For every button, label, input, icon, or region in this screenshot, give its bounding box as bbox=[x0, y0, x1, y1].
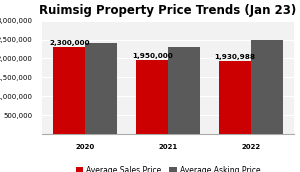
Bar bbox=[53, 47, 85, 134]
Legend: Average Sales Price, Average Asking Price: Average Sales Price, Average Asking Pric… bbox=[73, 163, 263, 172]
Bar bbox=[220, 61, 251, 134]
Bar bbox=[168, 47, 200, 134]
Bar bbox=[136, 60, 168, 134]
Title: Ruimsig Property Price Trends (Jan 23): Ruimsig Property Price Trends (Jan 23) bbox=[39, 4, 297, 17]
Text: 1,950,000: 1,950,000 bbox=[132, 53, 172, 59]
Text: 1,930,988: 1,930,988 bbox=[215, 54, 256, 60]
Text: 2,300,000: 2,300,000 bbox=[49, 40, 89, 46]
Bar bbox=[251, 40, 283, 134]
Bar bbox=[85, 43, 116, 134]
